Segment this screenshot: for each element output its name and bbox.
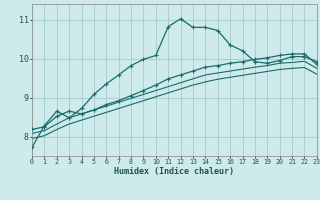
X-axis label: Humidex (Indice chaleur): Humidex (Indice chaleur): [115, 167, 234, 176]
